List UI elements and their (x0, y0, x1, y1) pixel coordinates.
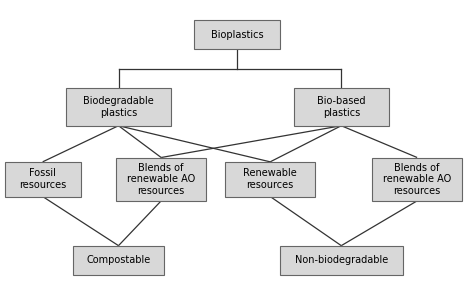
Text: Biodegradable
plastics: Biodegradable plastics (83, 96, 154, 118)
FancyBboxPatch shape (294, 88, 389, 126)
FancyBboxPatch shape (66, 88, 171, 126)
FancyBboxPatch shape (73, 246, 164, 275)
Text: Blends of
renewable AO
resources: Blends of renewable AO resources (127, 163, 195, 196)
FancyBboxPatch shape (5, 162, 81, 197)
Text: Bio-based
plastics: Bio-based plastics (317, 96, 365, 118)
FancyBboxPatch shape (225, 162, 315, 197)
FancyBboxPatch shape (280, 246, 403, 275)
Text: Non-biodegradable: Non-biodegradable (295, 255, 388, 265)
Text: Renewable
resources: Renewable resources (243, 168, 297, 190)
Text: Compostable: Compostable (86, 255, 151, 265)
FancyBboxPatch shape (116, 158, 206, 201)
FancyBboxPatch shape (372, 158, 462, 201)
FancyBboxPatch shape (194, 20, 280, 49)
Text: Blends of
renewable AO
resources: Blends of renewable AO resources (383, 163, 451, 196)
Text: Fossil
resources: Fossil resources (19, 168, 66, 190)
Text: Bioplastics: Bioplastics (210, 30, 264, 40)
